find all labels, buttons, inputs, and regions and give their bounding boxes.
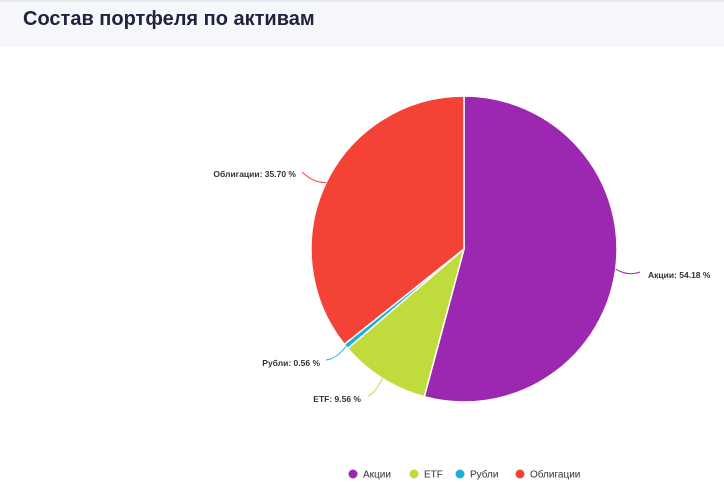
legend-item-etf[interactable]: ETF [409,469,443,481]
pie-slices [310,95,618,403]
legend-marker [455,469,465,479]
chart-legend[interactable]: Акции ETF Рубли Облигации [348,469,581,481]
data-label-rubles: Рубли: 0.56 % [262,358,320,368]
data-label-stocks: Акции: 54.18 % [648,270,711,280]
legend-marker [409,469,419,479]
data-label-bonds: Облигации: 35.70 % [213,169,296,179]
legend-marker [515,469,525,479]
legend-label: Облигации [530,469,580,481]
data-label-etf: ETF: 9.56 % [313,394,361,404]
legend-marker [348,469,358,479]
legend-label: ETF [424,470,443,481]
connector-3 [301,171,327,184]
connector-1 [367,378,383,397]
legend-item-stocks[interactable]: Акции [348,469,391,481]
connector-0 [615,268,641,275]
legend-label: Рубли [470,469,498,481]
connector-2 [325,346,347,361]
chart-title: Состав портфеля по активам [23,8,315,30]
slice-0-stocks[interactable] [423,95,618,403]
header-divider [0,0,724,2]
label-connectors [301,171,641,397]
chart-header: Состав портфеля по активам [0,0,724,46]
slice-1-etf[interactable] [346,246,466,398]
legend-item-rubles[interactable]: Рубли [455,469,499,481]
legend-label: Акции [363,470,391,481]
legend-item-bonds[interactable]: Облигации [515,469,581,481]
pie-chart: Акции: 54.18 % ETF: 9.56 % Рубли: 0.56 % Об… [213,95,711,481]
data-labels: Акции: 54.18 % ETF: 9.56 % Рубли: 0.56 % Об… [213,169,711,404]
